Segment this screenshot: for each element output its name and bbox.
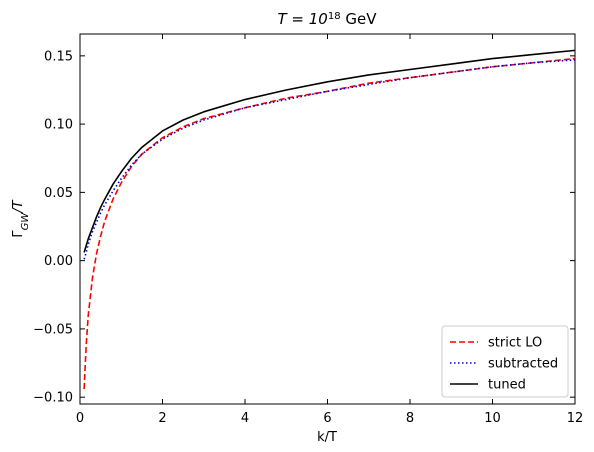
y-label-main: Γ [11, 230, 26, 238]
x-tick-label: 0 [76, 411, 84, 426]
y-tick-label: 0.00 [44, 254, 73, 269]
legend-box [441, 325, 569, 398]
legend: strict LO subtracted tuned [441, 325, 569, 398]
title-exponent: 18 [328, 11, 341, 22]
legend-label: tuned [488, 378, 526, 393]
y-axis-label: ΓGW/T [11, 199, 31, 237]
title-prefix: T = 10 [278, 10, 328, 28]
x-axis-label: k/T [317, 430, 337, 445]
y-label-suffix: /T [11, 199, 26, 213]
legend-label: subtracted [488, 357, 558, 372]
series-line-tuned [83, 49, 576, 253]
title-suffix: GeV [341, 10, 378, 28]
x-tick-label: 10 [484, 411, 501, 426]
x-tick-label: 2 [158, 411, 166, 426]
y-tick-label: 0.15 [44, 49, 73, 64]
chart-title: T = 1018 GeV [278, 10, 378, 28]
legend-label: strict LO [488, 336, 542, 351]
x-tick-label: 6 [323, 411, 331, 426]
y-tick-label: −0.10 [33, 391, 73, 406]
y-tick-label: 0.10 [44, 118, 73, 133]
y-tick-label: −0.05 [33, 322, 73, 337]
series-line-subtracted [83, 59, 576, 260]
y-label-sub: GW [20, 212, 31, 231]
x-tick-label: 4 [241, 411, 249, 426]
y-tick-label: 0.05 [44, 186, 73, 201]
x-tick-label: 8 [406, 411, 414, 426]
legend-items: strict LO subtracted tuned [450, 336, 558, 393]
tick-layer: 0 2 4 6 8 10 12 −0.10 −0.05 0.00 0.05 0.10 0.15 [33, 34, 583, 426]
series-layer [83, 49, 576, 390]
x-tick-label: 12 [567, 411, 584, 426]
